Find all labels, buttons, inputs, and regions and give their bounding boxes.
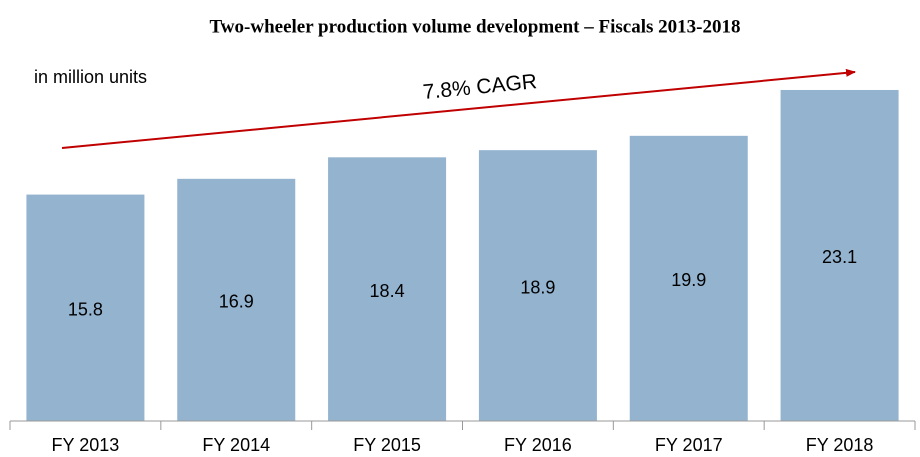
- bar: [328, 157, 447, 421]
- x-tick-label: FY 2014: [202, 435, 270, 455]
- value-label: 18.4: [370, 281, 405, 301]
- cagr-arrow: [61, 68, 856, 149]
- bar: [26, 194, 145, 421]
- x-tick-label: FY 2015: [353, 435, 421, 455]
- bar: [478, 150, 597, 421]
- value-label: 23.1: [822, 247, 857, 267]
- x-tick-label: FY 2013: [52, 435, 120, 455]
- value-label: 19.9: [671, 270, 706, 290]
- value-label: 18.9: [520, 277, 555, 297]
- bar: [629, 135, 748, 421]
- cagr-annotation: 7.8% CAGR: [422, 70, 538, 104]
- bar: [177, 178, 296, 421]
- x-tick-label: FY 2018: [806, 435, 874, 455]
- value-label: 15.8: [68, 300, 103, 320]
- chart-title: Two-wheeler production volume developmen…: [210, 16, 741, 37]
- value-label: 16.9: [219, 292, 254, 312]
- plot: 15.8 FY 2013 16.9 FY 2014 18.4 FY 2015 18.9 FY …: [9, 89, 916, 455]
- y-axis-label: in million units: [34, 67, 147, 87]
- x-tick-label: FY 2016: [504, 435, 572, 455]
- bar: [780, 89, 899, 422]
- x-tick-label: FY 2017: [655, 435, 723, 455]
